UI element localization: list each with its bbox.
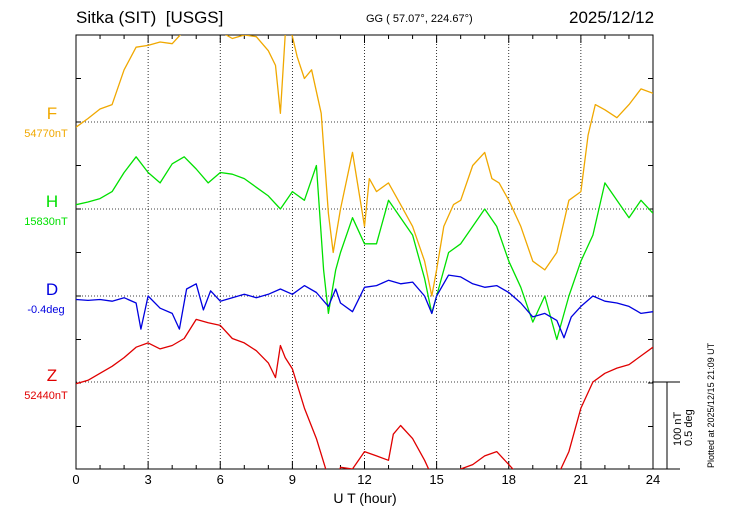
- station-title: Sitka (SIT) [USGS]: [76, 8, 223, 28]
- series-line-h: [76, 156, 653, 341]
- plot-date: 2025/12/12: [569, 8, 655, 27]
- plotted-timestamp: Plotted at 2025/12/15 21:09 UT: [706, 342, 716, 468]
- series-label-f: F: [46, 104, 58, 123]
- series-baseline-f: 54770nT: [24, 128, 68, 140]
- x-tick-label: 18: [501, 472, 516, 487]
- x-tick-label: 15: [429, 472, 444, 487]
- x-tick-label: 3: [144, 472, 152, 487]
- series-label-d: D: [45, 280, 59, 299]
- series-line-z: [76, 318, 653, 469]
- grid-lines: [76, 35, 653, 469]
- series-baseline-d: -0.4deg: [27, 304, 65, 316]
- x-tick-label: 21: [573, 472, 589, 487]
- series-line-f: [76, 35, 653, 297]
- station-coordinates: GG ( 57.07°, 224.67°): [366, 13, 473, 25]
- series-label-z: Z: [46, 366, 58, 385]
- x-tick-label: 9: [288, 472, 296, 487]
- series-baseline-z: 52440nT: [24, 390, 68, 402]
- series-baseline-h: 15830nT: [24, 216, 68, 228]
- x-axis-label: U T (hour): [333, 490, 397, 506]
- x-tick-label: 6: [216, 472, 224, 487]
- x-tick-label: 12: [357, 472, 372, 487]
- data-source: [USGS]: [165, 8, 224, 27]
- series-line-d: [76, 274, 653, 339]
- series-label-h: H: [45, 192, 59, 211]
- station-name: Sitka (SIT): [76, 8, 157, 27]
- x-tick-label: 24: [645, 472, 661, 487]
- scale-label-deg: 0.5 deg: [683, 409, 695, 446]
- series-lines: [76, 35, 653, 469]
- x-tick-label: 0: [72, 472, 80, 487]
